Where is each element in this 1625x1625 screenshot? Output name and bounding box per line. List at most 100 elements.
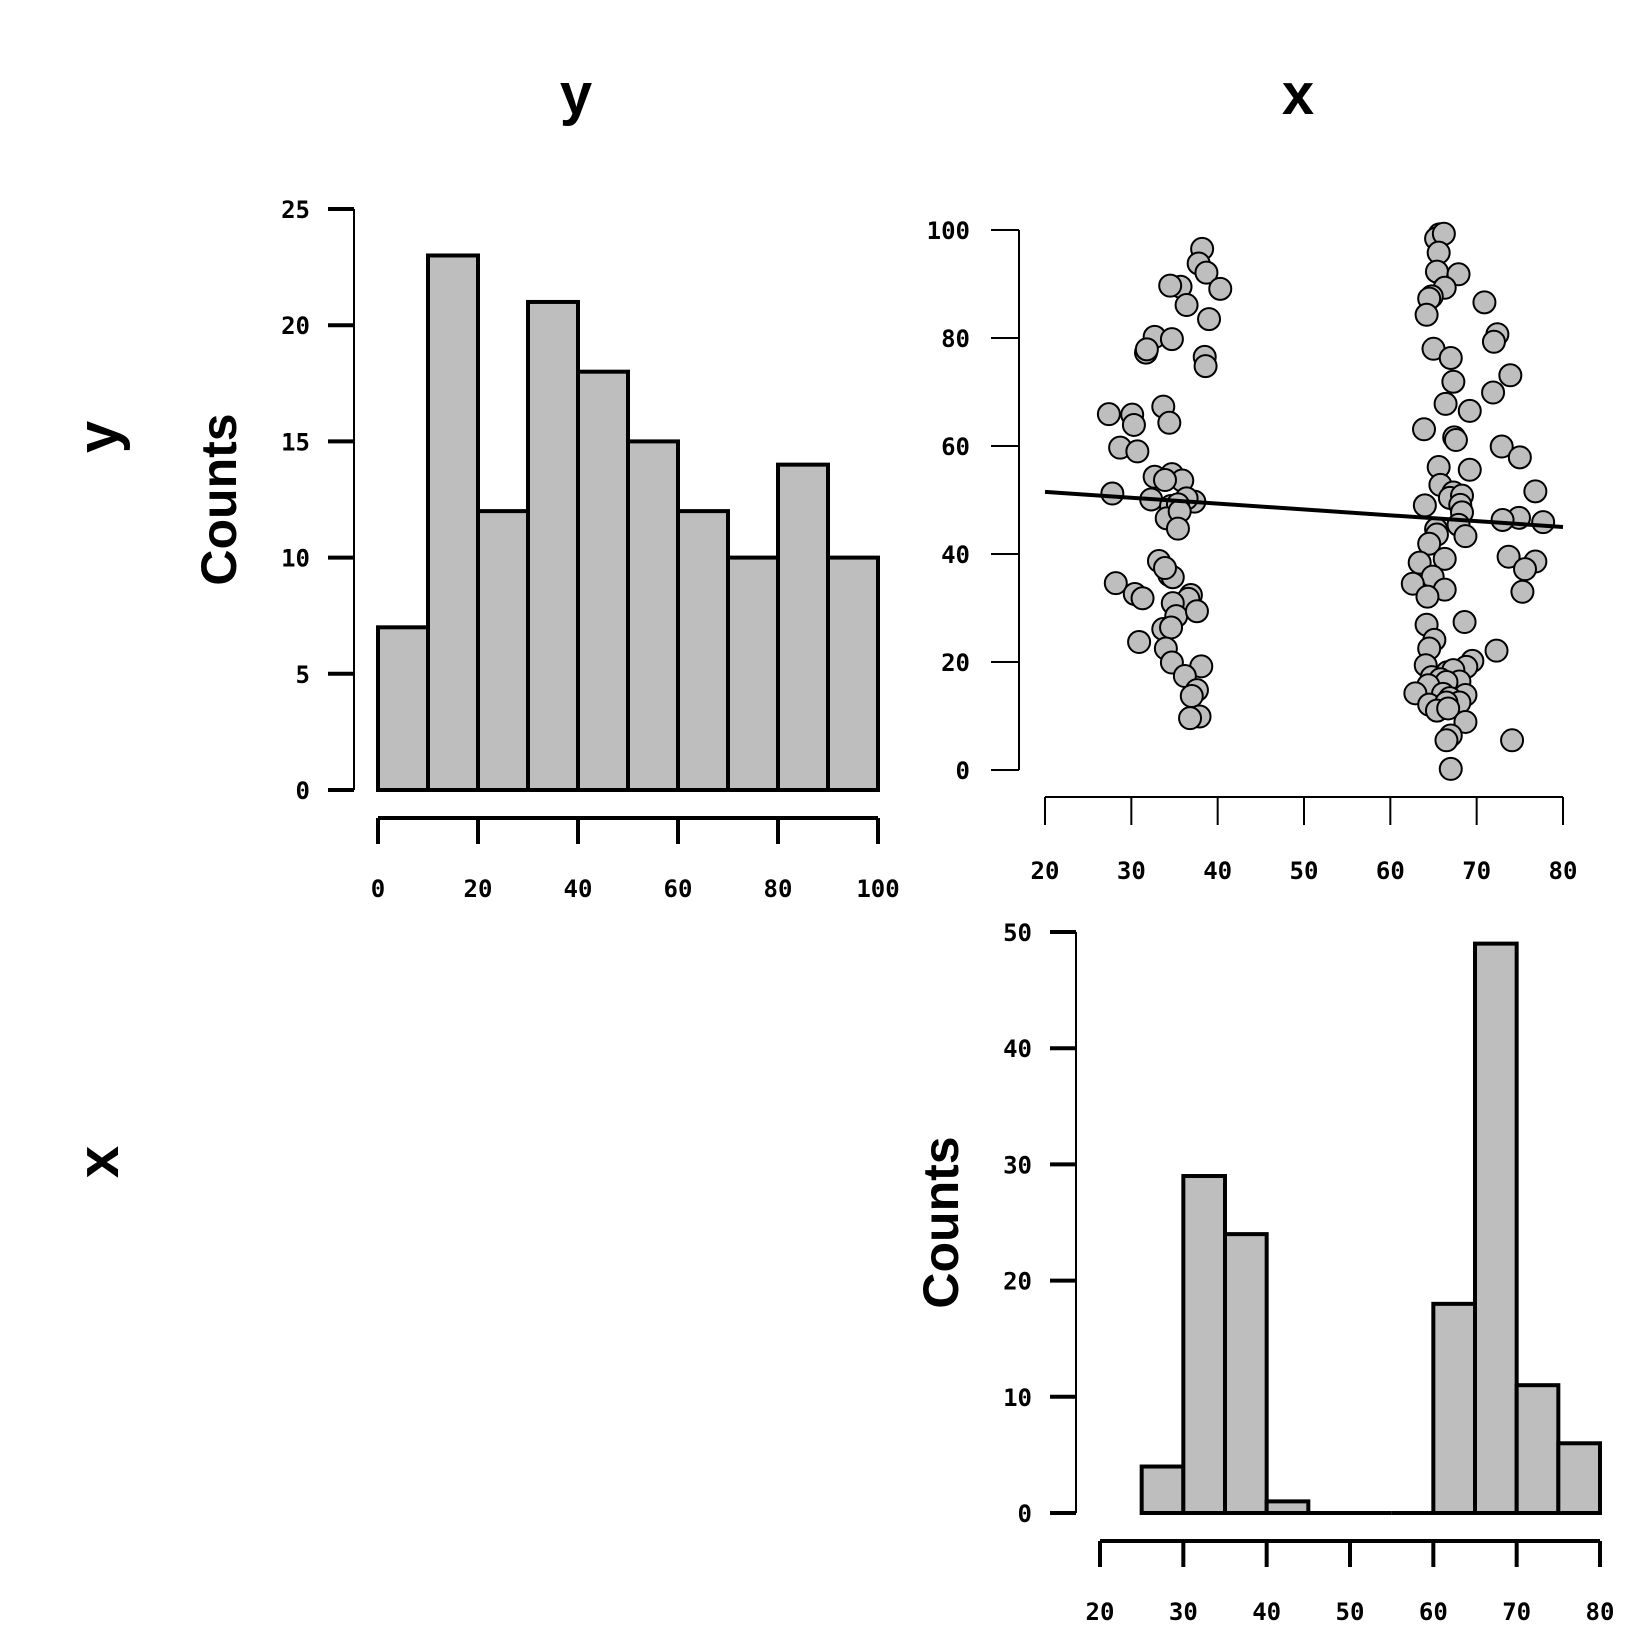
hist-y-bar [626, 439, 680, 792]
hist-x-x-tick-label: 60 [1419, 1598, 1448, 1625]
scatter-x-tick-label: 50 [1290, 857, 1319, 885]
scatter-x-tick-label: 40 [1203, 857, 1232, 885]
hist-x-bar [1473, 941, 1519, 1515]
scatter-point [1496, 544, 1521, 569]
scatter-x-tick-label: 20 [1031, 857, 1060, 885]
scatter-point [1438, 345, 1463, 370]
scatter-x-tick-label: 60 [1376, 857, 1405, 885]
hist-x-bar [1223, 1232, 1269, 1515]
hist-x-y-tick-label: 30 [1003, 1151, 1032, 1179]
hist-x-y-tick-label: 20 [1003, 1268, 1032, 1296]
scatter-point [1197, 307, 1222, 332]
scatter-point [1165, 516, 1190, 541]
scatter-point [1510, 579, 1535, 604]
hist-y-x-tick-label: 20 [464, 875, 493, 903]
scatter-point [1490, 507, 1515, 532]
column-title-x: x [1282, 62, 1314, 127]
histogram-x-panel: 0 10 20 30 40 50 20 30 40 50 60 70 80 Counts [913, 919, 1614, 1625]
scatter-point [1158, 273, 1183, 298]
scatter-y-tick-label: 80 [941, 325, 970, 353]
hist-x-bar [1514, 1383, 1561, 1516]
column-title-y: y [560, 62, 592, 127]
hist-y-bar [376, 625, 430, 792]
hist-y-x-tick-label: 80 [764, 875, 793, 903]
hist-y-x-tick-label: 40 [564, 875, 593, 903]
hist-x-y-tick-label: 50 [1003, 919, 1032, 947]
scatter-point [1507, 445, 1532, 470]
hist-x-x-tick-label: 30 [1169, 1598, 1198, 1625]
hist-x-x-tick-label: 50 [1336, 1598, 1365, 1625]
scatter-point [1130, 586, 1155, 611]
scatter-y-tick-label: 0 [956, 757, 970, 785]
scatter-y-tick-label: 40 [941, 541, 970, 569]
scatter-point [1153, 468, 1178, 493]
hist-y-y-tick-label: 15 [281, 428, 310, 456]
scatter-point [1194, 260, 1219, 285]
scatter-point [1498, 363, 1523, 388]
hist-y-x-tick-label: 0 [371, 875, 385, 903]
hist-x-y-label: Counts [913, 1136, 969, 1308]
hist-y-bar [476, 509, 530, 792]
scatter-point [1452, 610, 1477, 635]
scatter-point [1100, 481, 1125, 506]
scatter-point [1443, 428, 1468, 453]
scatter-point [1121, 412, 1146, 437]
hist-y-y-tick-label: 20 [281, 312, 310, 340]
scatter-point [1153, 556, 1178, 581]
scatter-point [1414, 302, 1439, 327]
scatter-y-tick-label: 100 [927, 217, 970, 245]
scatter-point [1179, 684, 1204, 709]
row-title-y: y [66, 421, 131, 453]
scatter-point [1472, 290, 1497, 315]
hist-y-y-tick-label: 5 [296, 661, 310, 689]
hist-x-bar [1264, 1499, 1311, 1516]
scatter-point [1457, 457, 1482, 482]
hist-y-x-tick-label: 60 [664, 875, 693, 903]
scatter-x-vs-y-panel: 0 20 40 60 80 100 20 30 40 50 60 70 80 [927, 217, 1578, 885]
scatter-point [1481, 380, 1506, 405]
scatter-x-tick-label: 30 [1117, 857, 1146, 885]
scatter-point [1417, 531, 1442, 556]
hist-x-x-tick-label: 80 [1586, 1598, 1615, 1625]
hist-y-y-tick-label: 0 [296, 777, 310, 805]
hist-y-bar [826, 555, 880, 792]
hist-y-bar [776, 462, 830, 792]
scatter-point [1453, 709, 1478, 734]
scatter-point [1159, 327, 1184, 352]
scatter-point [1125, 439, 1150, 464]
scatter-point [1412, 417, 1437, 442]
scatter-point [1178, 706, 1203, 731]
scatter-point [1441, 369, 1466, 394]
scatter-point [1453, 524, 1478, 549]
scatter-point [1523, 479, 1548, 504]
hist-y-x-tick-label: 100 [856, 875, 899, 903]
histogram-y-panel: 0 5 10 15 20 25 0 20 40 60 80 100 Counts [191, 196, 900, 903]
hist-y-y-tick-label: 25 [281, 196, 310, 224]
scatter-point [1481, 329, 1506, 354]
scatter-point [1438, 756, 1463, 781]
scatter-point [1433, 391, 1458, 416]
hist-y-bar [726, 555, 780, 792]
hist-y-bar [426, 253, 480, 793]
hist-x-bar [1431, 1301, 1478, 1515]
scatter-y-tick-label: 60 [941, 433, 970, 461]
hist-x-x-tick-label: 70 [1502, 1598, 1531, 1625]
hist-x-x-tick-label: 20 [1086, 1598, 1115, 1625]
scatter-point [1457, 398, 1482, 423]
hist-y-bar [576, 369, 630, 792]
hist-y-y-label: Counts [191, 413, 247, 585]
scatter-point [1208, 276, 1233, 301]
hist-x-y-tick-label: 40 [1003, 1035, 1032, 1063]
scatter-x-tick-label: 80 [1549, 857, 1578, 885]
scatter-point [1157, 410, 1182, 435]
scatter-point [1489, 434, 1514, 459]
scatter-x-tick-label: 70 [1462, 857, 1491, 885]
scatter-point [1134, 337, 1159, 362]
hist-x-y-tick-label: 10 [1003, 1384, 1032, 1412]
scatter-point [1103, 571, 1128, 596]
scatter-point [1415, 584, 1440, 609]
scatter-point [1412, 493, 1437, 518]
scatter-point [1434, 728, 1459, 753]
scatter-point [1500, 728, 1525, 753]
